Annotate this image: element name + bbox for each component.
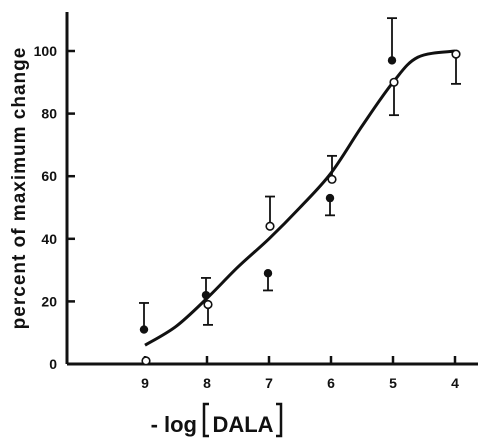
fit-curve-layer bbox=[144, 49, 456, 347]
x-axis-label: - log DALA bbox=[151, 402, 283, 438]
data-point-open bbox=[203, 299, 213, 310]
y-tick-label: 20 bbox=[41, 293, 57, 309]
data-point-open bbox=[265, 221, 275, 231]
data-point-filled bbox=[201, 290, 211, 300]
x-tick-label: 8 bbox=[203, 375, 211, 391]
data-point-filled bbox=[139, 325, 149, 334]
data-point-filled bbox=[387, 56, 397, 65]
x-tick-label: 5 bbox=[389, 375, 397, 391]
data-point-open bbox=[327, 174, 337, 184]
data-point-open bbox=[451, 49, 461, 59]
y-axis-label: percent of maximum change bbox=[9, 47, 30, 330]
data-point-filled bbox=[325, 193, 335, 203]
left-bracket bbox=[202, 402, 209, 438]
x-tick-label: 9 bbox=[141, 375, 149, 391]
data-point-open bbox=[141, 356, 151, 366]
right-bracket bbox=[276, 402, 283, 438]
axes: 0 20 40 60 80 100 9 8 7 6 5 4 bbox=[34, 12, 478, 391]
y-tick-label: 0 bbox=[49, 356, 57, 372]
x-tick-label: 6 bbox=[327, 375, 335, 391]
data-point-open bbox=[389, 77, 399, 87]
x-axis-label-inner: DALA bbox=[212, 412, 273, 437]
x-tick-label: 7 bbox=[265, 375, 273, 391]
x-tick-label: 4 bbox=[451, 375, 459, 391]
y-tick-label: 100 bbox=[34, 43, 58, 59]
data-point-filled bbox=[263, 269, 273, 278]
y-tick-label: 80 bbox=[41, 106, 57, 122]
y-tick-label: 40 bbox=[41, 231, 57, 247]
fit-curve bbox=[144, 49, 456, 347]
data-points-layer bbox=[139, 17, 461, 366]
x-axis-label-prefix: - log bbox=[151, 412, 197, 437]
y-tick-label: 60 bbox=[41, 168, 57, 184]
